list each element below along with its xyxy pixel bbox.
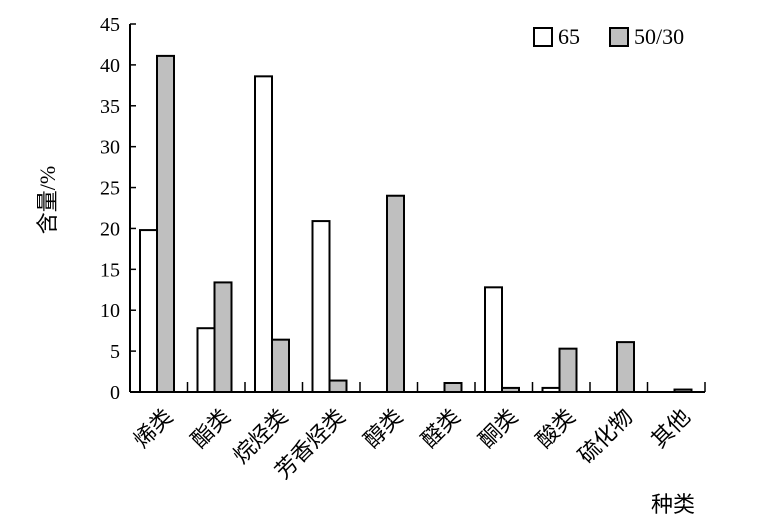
y-tick-label: 5 bbox=[110, 341, 120, 363]
category-label: 硫化物 bbox=[573, 404, 637, 468]
bar-series2-10 bbox=[673, 388, 693, 393]
bar-series1-2 bbox=[196, 327, 216, 394]
y-tick-label: 10 bbox=[100, 300, 120, 322]
bars bbox=[139, 54, 693, 394]
y-tick-label: 30 bbox=[100, 137, 120, 159]
y-axis-title: 含量/% bbox=[35, 166, 60, 234]
category-label: 酸类 bbox=[531, 404, 580, 453]
bar-series2-8 bbox=[558, 347, 578, 393]
bar-series1-4 bbox=[311, 220, 331, 393]
y-tick-label: 0 bbox=[110, 382, 120, 404]
bar-series2-1 bbox=[156, 54, 175, 393]
bar-series2-2 bbox=[213, 281, 233, 394]
bar-series1-3 bbox=[254, 75, 273, 394]
y-axis: 0 5 10 15 20 25 30 35 40 45 bbox=[100, 14, 136, 404]
bar-series2-3 bbox=[271, 338, 290, 394]
bar-series2-5 bbox=[386, 194, 405, 393]
y-tick-label: 45 bbox=[100, 14, 120, 36]
legend-swatch bbox=[609, 27, 629, 47]
bar-series2-6 bbox=[443, 382, 463, 394]
y-tick-label: 25 bbox=[100, 178, 120, 200]
x-axis-title: 种类 bbox=[651, 492, 695, 517]
legend-label: 50/30 bbox=[634, 24, 684, 49]
y-tick-label: 40 bbox=[100, 55, 120, 77]
bar-series2-7 bbox=[501, 386, 520, 393]
y-tick-label: 35 bbox=[100, 96, 120, 118]
category-label: 醇类 bbox=[359, 404, 408, 453]
bar-series1-7 bbox=[484, 286, 503, 393]
bar-series2-9 bbox=[616, 341, 635, 394]
category-label: 其他 bbox=[646, 404, 695, 453]
bar-series1-8 bbox=[541, 386, 561, 393]
legend-swatch bbox=[533, 27, 553, 47]
bar-series2-4 bbox=[328, 379, 348, 394]
y-tick-label: 15 bbox=[100, 259, 120, 281]
category-label: 酯类 bbox=[186, 404, 235, 453]
legend-label: 65 bbox=[558, 24, 580, 49]
bar-series1-1 bbox=[139, 229, 158, 393]
category-label: 烯类 bbox=[129, 404, 178, 453]
legend: 65 50/30 bbox=[533, 24, 684, 49]
category-label: 酮类 bbox=[474, 404, 523, 453]
y-tick-label: 20 bbox=[100, 218, 120, 240]
category-label: 醛类 bbox=[416, 404, 465, 453]
